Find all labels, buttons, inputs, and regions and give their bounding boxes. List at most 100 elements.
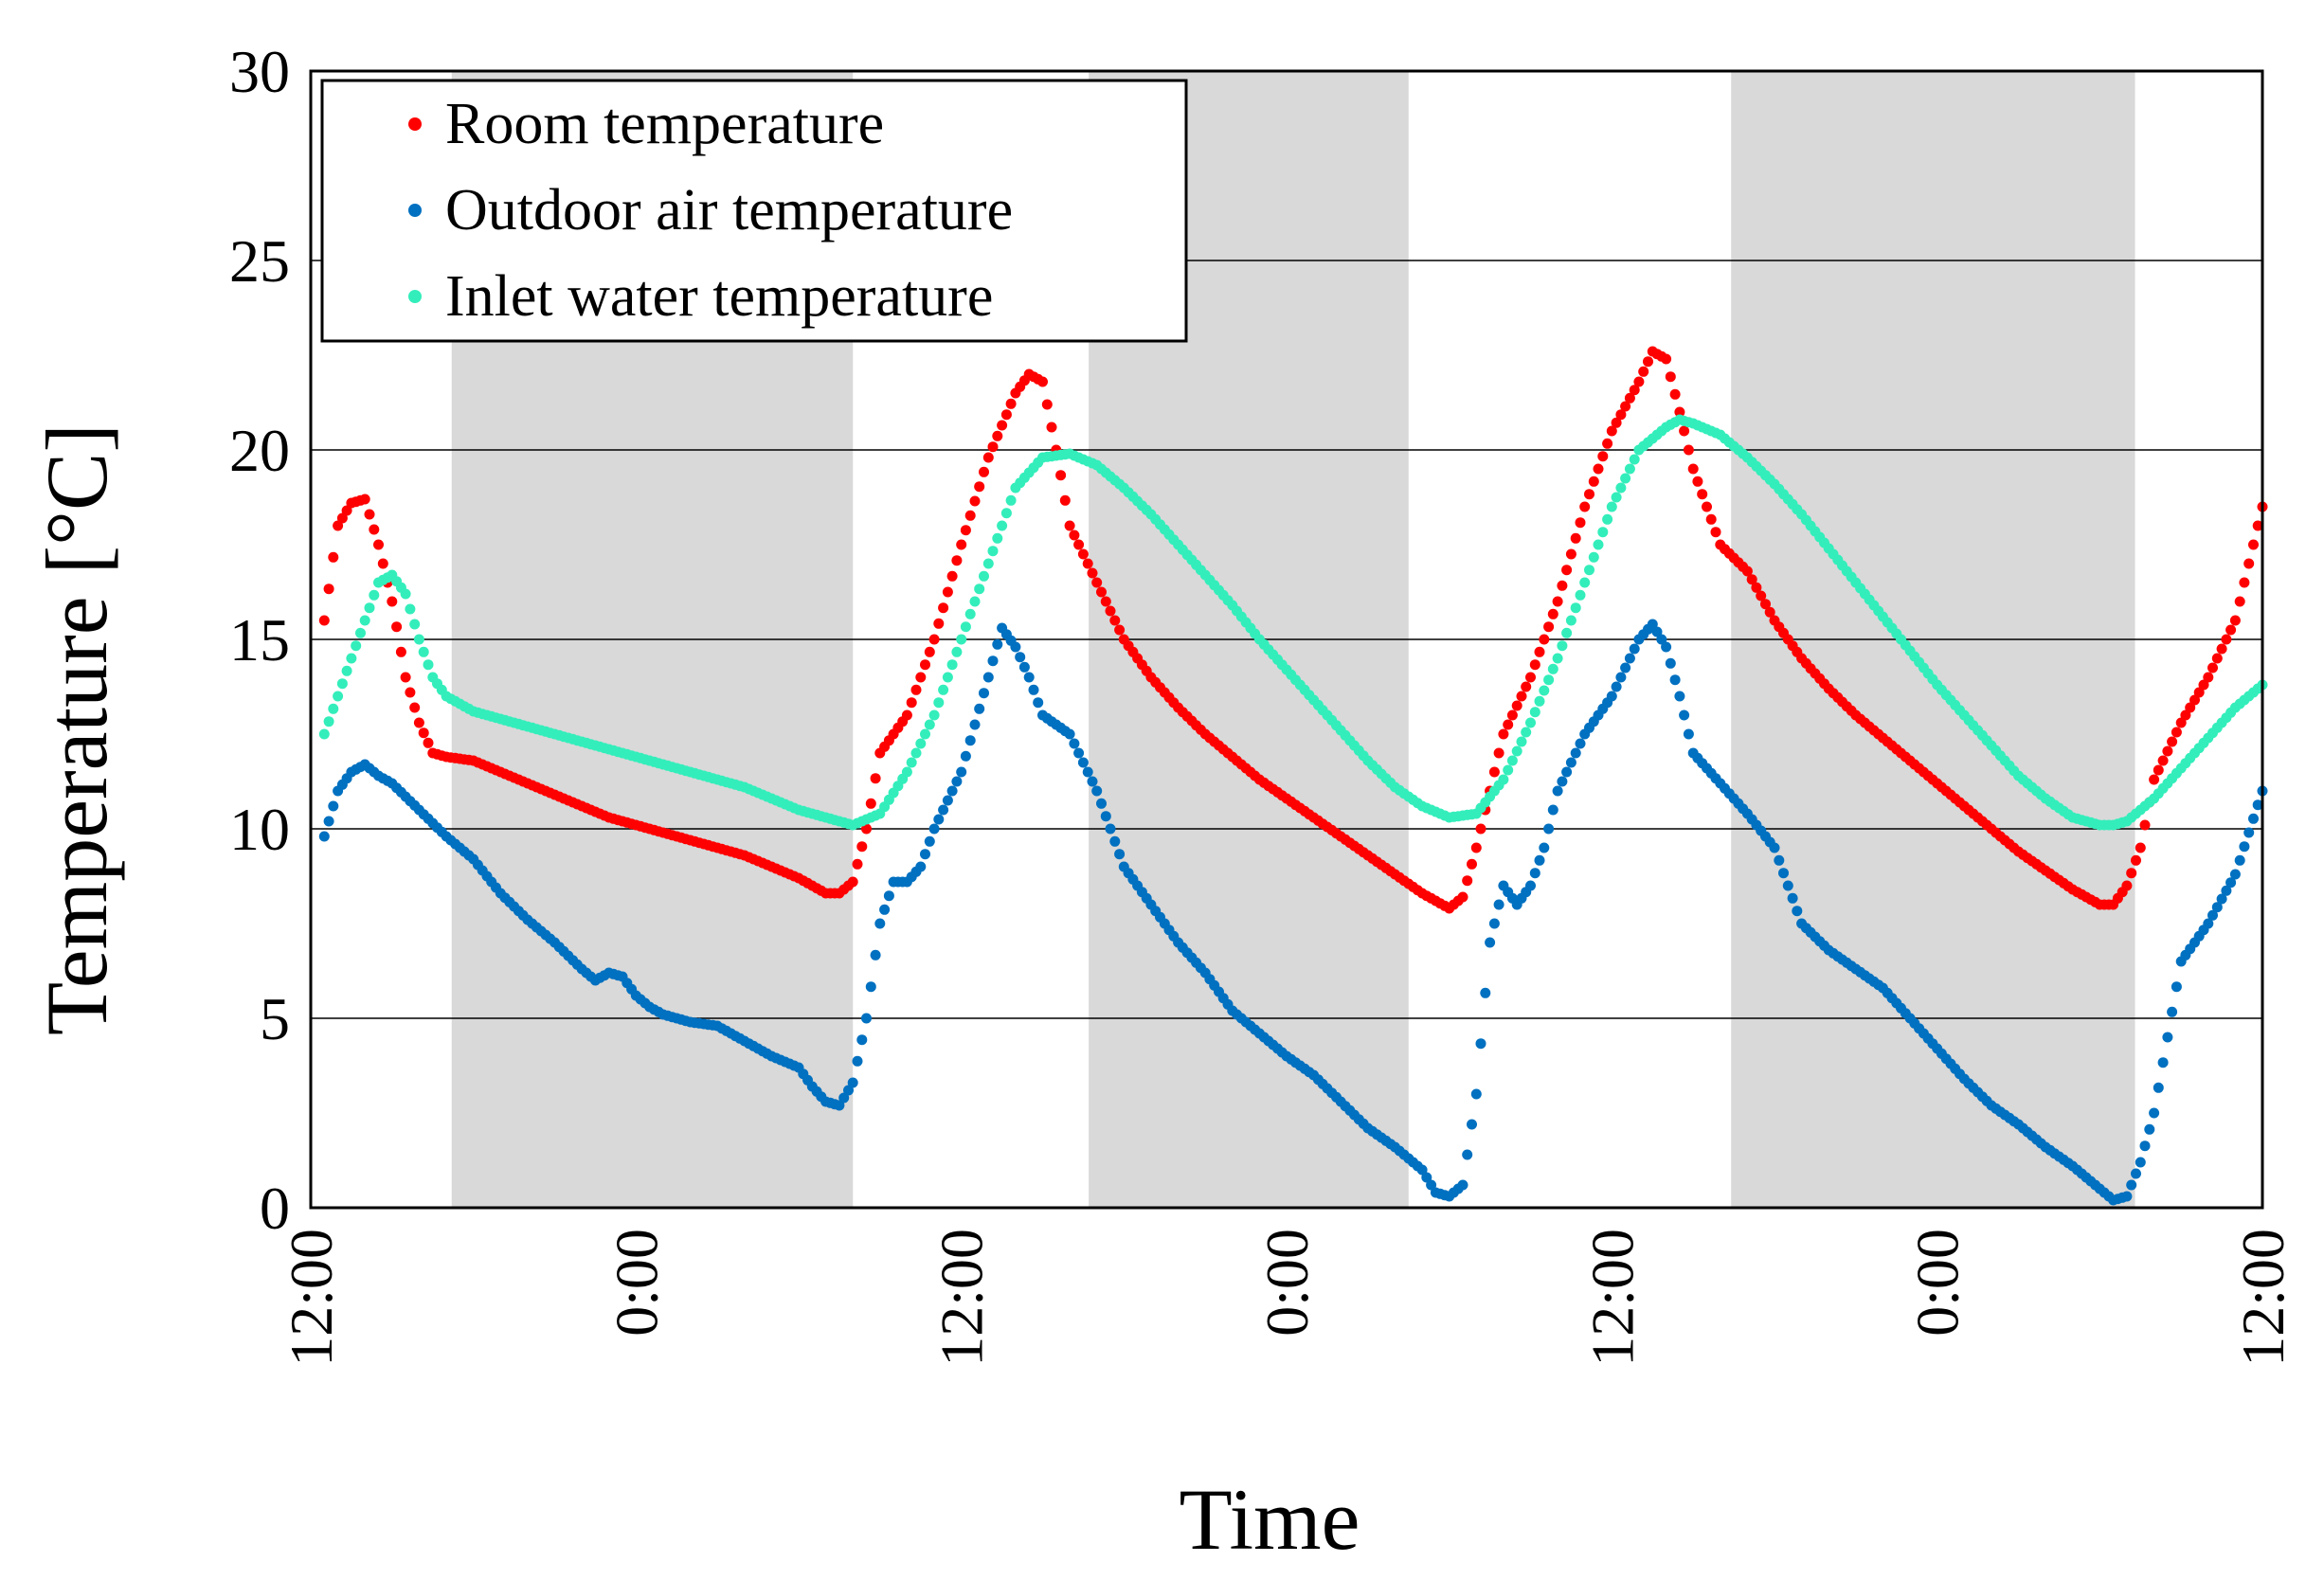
data-point	[1624, 653, 1635, 664]
data-point	[924, 719, 935, 730]
x-tick-label-5: 0:00	[1904, 1229, 1972, 1337]
data-point	[2239, 577, 2250, 588]
data-point	[1525, 672, 1536, 683]
data-point	[1764, 606, 1775, 618]
data-point	[333, 520, 344, 531]
data-point	[960, 525, 971, 536]
data-point	[964, 510, 976, 521]
data-point	[1710, 527, 1721, 538]
data-point	[2252, 799, 2263, 811]
data-point	[423, 737, 434, 748]
data-point	[2175, 717, 2187, 728]
y-tick-label-25: 25	[229, 227, 290, 295]
data-point	[1511, 745, 1522, 757]
data-point	[1769, 842, 1780, 853]
data-point	[1692, 476, 1703, 487]
data-point	[847, 1077, 858, 1088]
data-point	[1475, 1038, 1486, 1050]
data-point	[1647, 619, 1658, 630]
data-point	[910, 684, 922, 695]
data-point	[400, 588, 411, 600]
x-tick-label-4: 12:00	[1578, 1229, 1646, 1367]
data-point	[1018, 661, 1030, 673]
data-point	[1661, 641, 1672, 653]
data-point	[1087, 776, 1098, 787]
data-point	[2225, 877, 2237, 889]
data-point	[938, 602, 949, 614]
data-point	[1529, 868, 1540, 879]
legend-box	[320, 79, 1188, 343]
data-point	[1565, 548, 1576, 560]
y-axis-ticks: 0 5 10 15 20 25 30	[229, 38, 290, 1242]
data-point	[924, 835, 935, 847]
data-point	[2131, 1168, 2141, 1179]
data-point	[1669, 674, 1681, 686]
data-point	[341, 665, 352, 676]
data-point	[1064, 520, 1075, 531]
data-point	[1109, 835, 1121, 847]
data-point	[1552, 785, 1563, 797]
data-point	[1005, 494, 1017, 506]
data-point	[377, 558, 388, 569]
series-inlet-water-temperature	[318, 414, 2268, 831]
data-point	[838, 1092, 850, 1104]
data-point	[2221, 634, 2232, 645]
data-point	[974, 584, 985, 595]
data-point	[2225, 624, 2237, 636]
legend-label-room: Room temperature	[445, 92, 884, 156]
x-tick-label-6: 12:00	[2229, 1229, 2297, 1367]
data-point	[1543, 674, 1555, 686]
legend: Room temperature Outdoor air temperature…	[320, 79, 1188, 343]
data-point	[1661, 353, 1672, 365]
data-point	[1782, 880, 1793, 891]
data-point	[1579, 501, 1591, 512]
data-point	[1534, 695, 1545, 707]
data-point	[920, 849, 930, 860]
data-point	[2167, 736, 2178, 747]
data-point	[987, 441, 999, 453]
data-point	[1470, 1088, 1482, 1100]
data-point	[387, 596, 398, 607]
data-point	[2126, 1179, 2137, 1191]
data-point	[1114, 624, 1126, 636]
data-point	[1547, 608, 1558, 619]
data-point	[1624, 463, 1635, 475]
data-point	[856, 1034, 868, 1046]
data-point	[992, 430, 1003, 441]
data-point	[1010, 641, 1021, 653]
data-point	[1665, 371, 1676, 383]
data-point	[1493, 747, 1504, 759]
data-point	[1488, 766, 1500, 778]
data-point	[1615, 409, 1627, 421]
data-point	[1457, 891, 1468, 903]
data-point	[1064, 728, 1075, 740]
data-point	[933, 618, 945, 629]
legend-label-outdoor: Outdoor air temperature	[445, 178, 1013, 242]
data-point	[2193, 687, 2205, 698]
data-point	[405, 603, 416, 615]
series-layer	[318, 346, 2268, 1206]
data-point	[979, 570, 989, 582]
data-point	[1611, 492, 1622, 503]
x-tick-label-3: 0:00	[1253, 1229, 1321, 1337]
data-point	[413, 717, 424, 728]
data-point	[1506, 709, 1518, 721]
data-point	[1575, 589, 1586, 601]
data-point	[901, 709, 912, 721]
data-point	[946, 659, 958, 671]
data-point	[1547, 663, 1558, 674]
data-point	[1774, 854, 1785, 866]
data-point	[359, 494, 370, 505]
data-point	[969, 719, 981, 730]
data-point	[1046, 422, 1057, 433]
data-point	[1615, 672, 1627, 683]
data-point	[997, 520, 1008, 531]
data-point	[847, 876, 858, 888]
data-point	[938, 804, 949, 816]
data-point	[920, 659, 930, 671]
data-point	[1552, 596, 1563, 607]
data-point	[969, 596, 981, 607]
data-point	[2243, 827, 2255, 838]
data-point	[2131, 854, 2141, 866]
data-point	[1073, 539, 1085, 550]
